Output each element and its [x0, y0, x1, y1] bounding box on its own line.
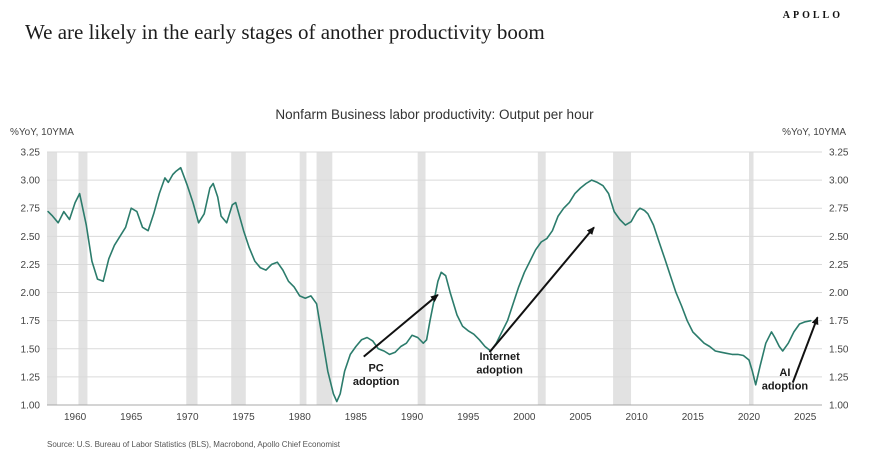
y-tick-label-right: 1.00	[829, 401, 849, 412]
y-tick-label-left: 2.50	[21, 232, 41, 243]
y-tick-label-left: 2.75	[21, 204, 41, 215]
x-tick-label: 2010	[626, 412, 649, 423]
x-tick-label: 1990	[401, 412, 424, 423]
productivity-line	[47, 166, 812, 403]
x-tick-label: 1995	[457, 412, 480, 423]
y-axis-unit-left: %YoY, 10YMA	[10, 127, 74, 138]
y-tick-label-left: 3.25	[21, 148, 41, 159]
annotation-arrow	[791, 316, 819, 383]
x-tick-label: 1965	[120, 412, 143, 423]
x-tick-label: 2020	[738, 412, 761, 423]
annotation-label: adoption	[762, 380, 809, 392]
annotation-arrow	[488, 226, 595, 353]
y-tick-label-left: 3.00	[21, 176, 41, 187]
y-tick-label-right: 1.25	[829, 372, 849, 383]
recession-band	[299, 152, 307, 405]
annotation-label: adoption	[353, 376, 400, 388]
x-tick-label: 2025	[794, 412, 817, 423]
recession-band	[537, 152, 546, 405]
recession-band	[186, 152, 198, 405]
recession-band	[613, 152, 632, 405]
x-tick-label: 1960	[64, 412, 87, 423]
y-tick-label-left: 1.00	[21, 401, 41, 412]
x-tick-label: 2015	[682, 412, 705, 423]
y-tick-label-left: 1.25	[21, 372, 41, 383]
y-tick-label-right: 2.00	[829, 288, 849, 299]
y-tick-label-left: 1.50	[21, 344, 41, 355]
recession-band	[231, 152, 246, 405]
y-tick-label-right: 3.00	[829, 176, 849, 187]
y-tick-label-left: 2.00	[21, 288, 41, 299]
chart-title: Nonfarm Business labor productivity: Out…	[275, 107, 594, 122]
y-tick-label-right: 1.50	[829, 344, 849, 355]
annotation-label: PC	[368, 362, 383, 374]
y-tick-label-right: 2.50	[829, 232, 849, 243]
x-tick-label: 1980	[289, 412, 312, 423]
x-tick-label: 2000	[513, 412, 536, 423]
annotation-label: adoption	[476, 365, 523, 377]
y-tick-label-right: 3.25	[829, 148, 849, 159]
annotation-arrow	[363, 294, 439, 358]
headline: We are likely in the early stages of ano…	[25, 20, 545, 44]
y-tick-label-right: 2.75	[829, 204, 849, 215]
y-tick-label-left: 1.75	[21, 316, 41, 327]
annotation-label: Internet	[479, 351, 520, 363]
x-tick-label: 1985	[345, 412, 368, 423]
x-tick-label: 1970	[176, 412, 199, 423]
y-tick-label-left: 2.25	[21, 260, 41, 271]
apollo-logo: APOLLO	[782, 10, 843, 21]
x-tick-label: 2005	[569, 412, 592, 423]
y-tick-label-right: 1.75	[829, 316, 849, 327]
recession-band	[78, 152, 88, 405]
recession-band	[316, 152, 333, 405]
y-axis-unit-right: %YoY, 10YMA	[782, 127, 846, 138]
source-note: Source: U.S. Bureau of Labor Statistics …	[47, 440, 341, 449]
y-tick-label-right: 2.25	[829, 260, 849, 271]
recession-band	[417, 152, 426, 405]
annotation-label: AI	[779, 367, 790, 379]
x-tick-label: 1975	[232, 412, 255, 423]
recession-band	[748, 152, 754, 405]
recession-band	[47, 152, 58, 405]
